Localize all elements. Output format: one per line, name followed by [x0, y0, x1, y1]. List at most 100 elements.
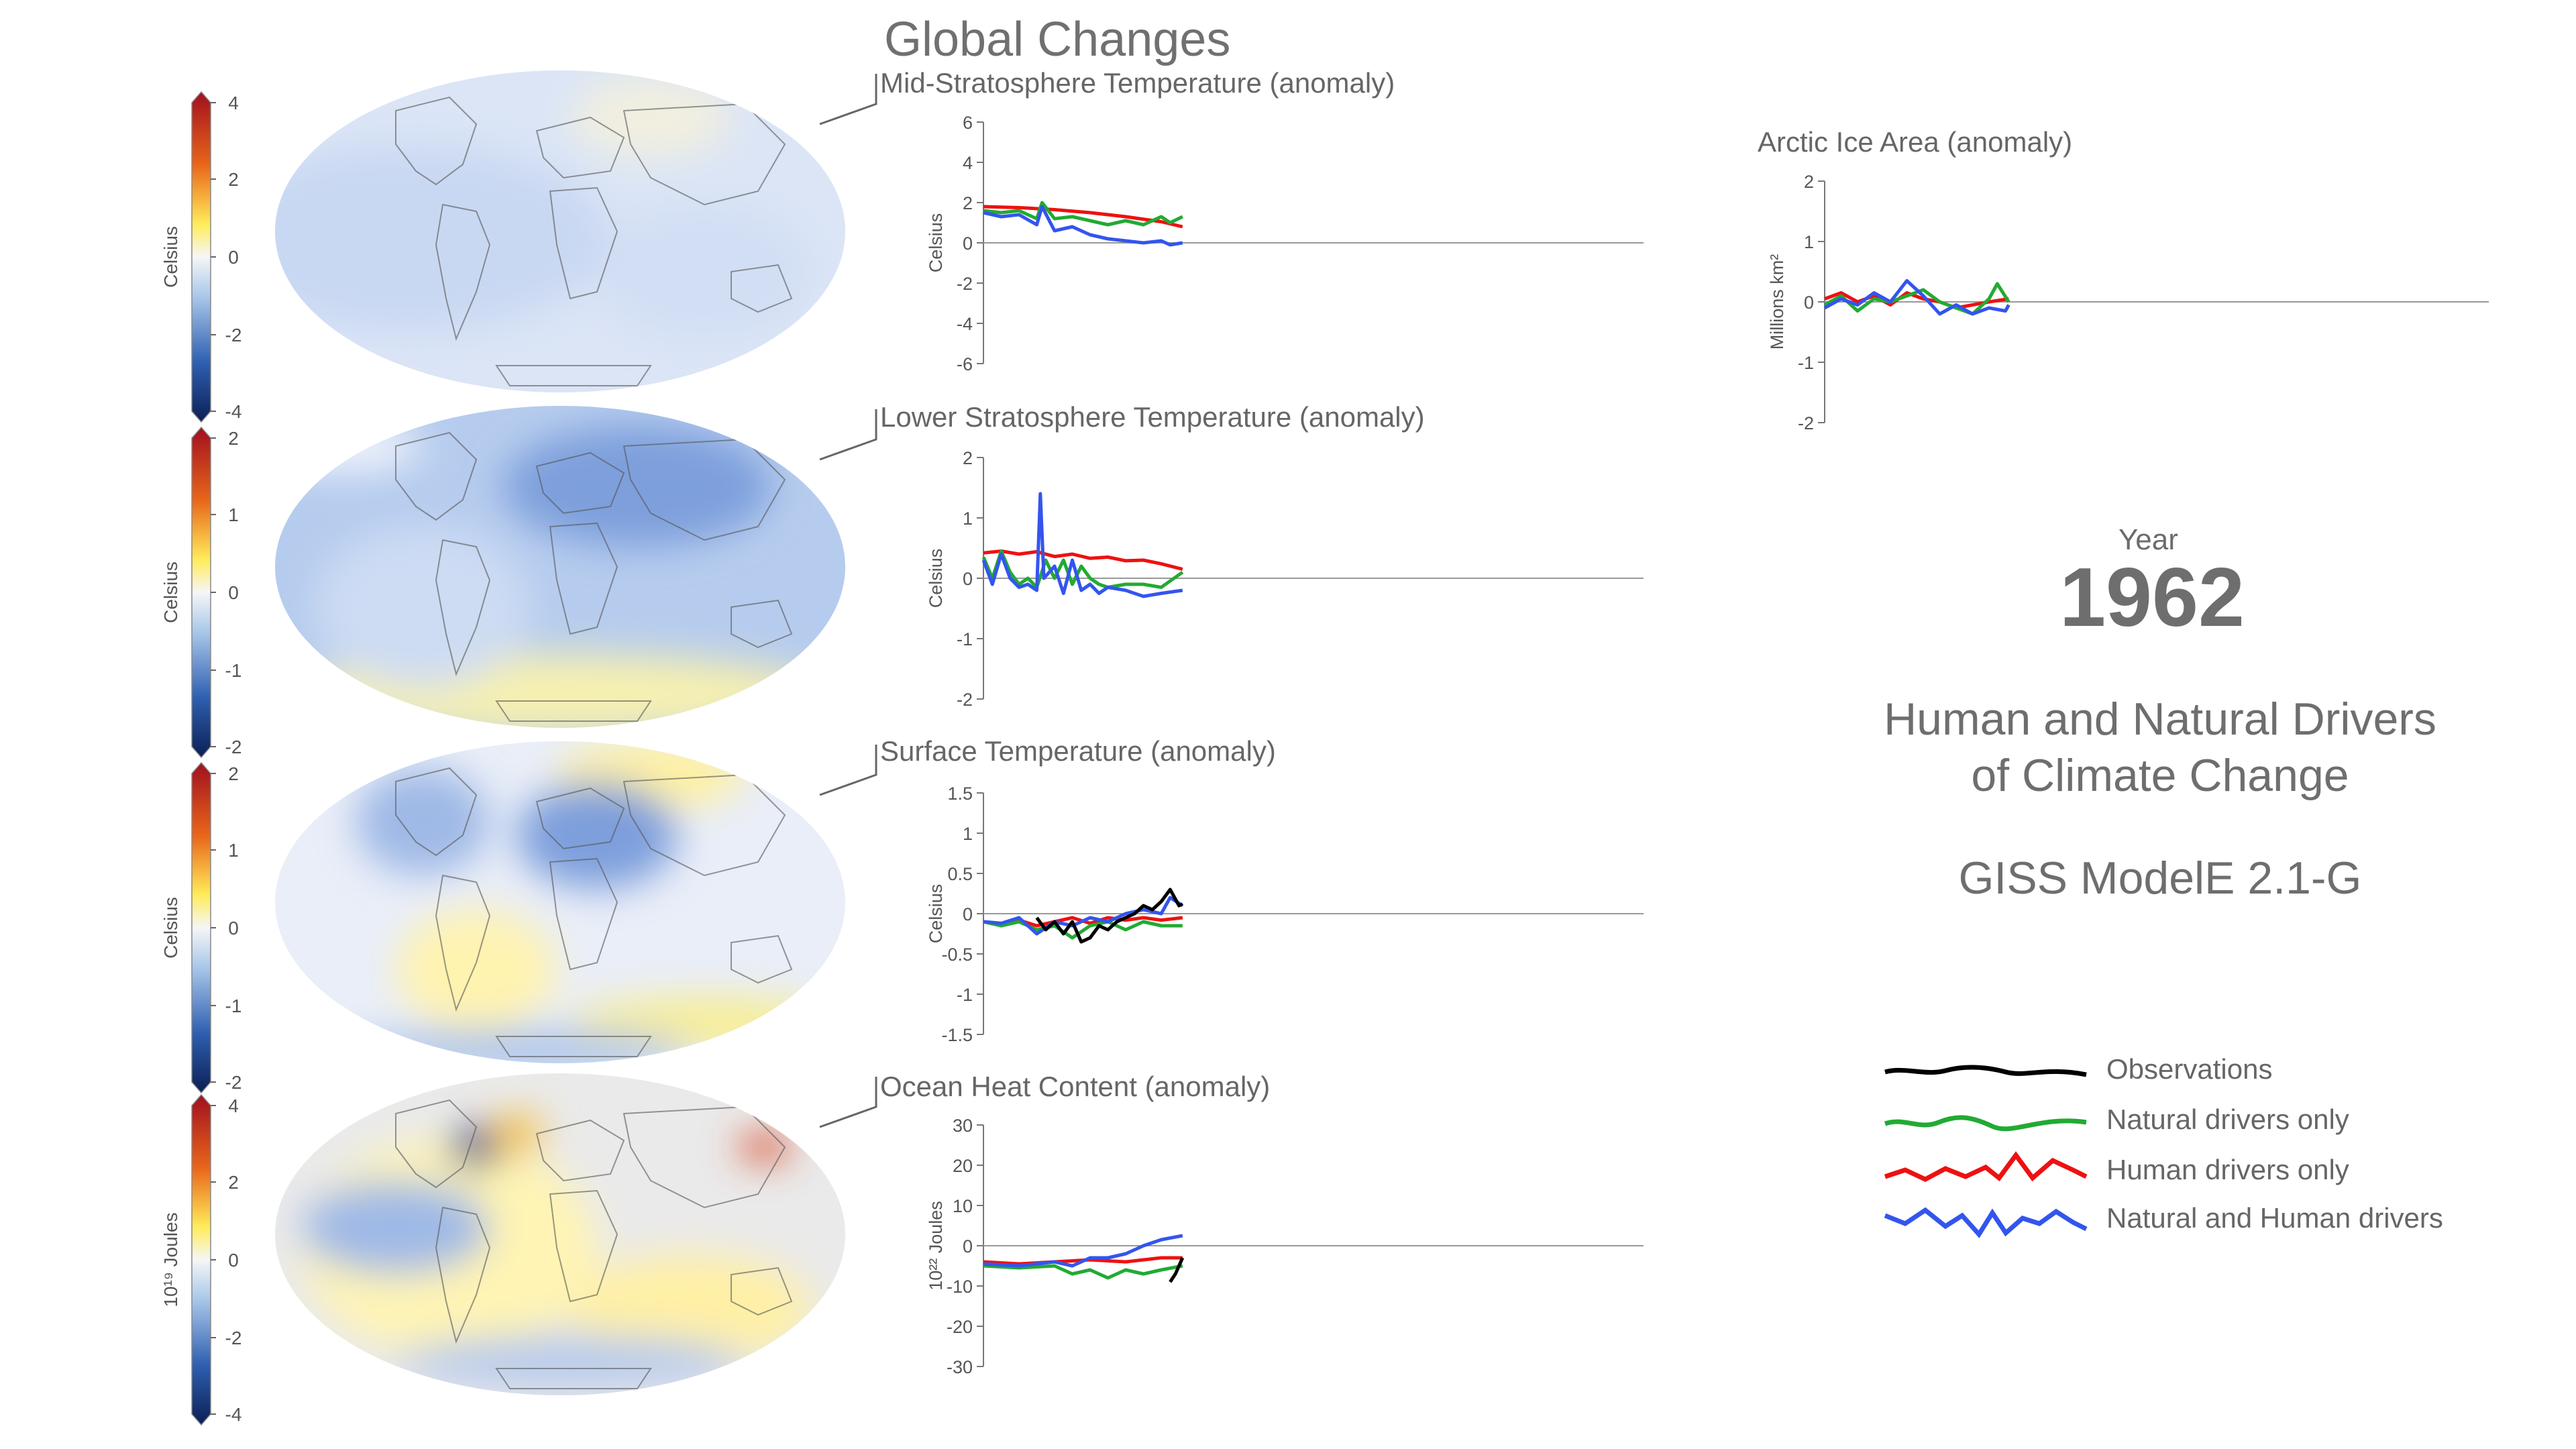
y-tick-label: -1: [957, 985, 973, 1005]
chart-surface-temperature: 1.5 1 0.5 0 -0.5 -1 -1.5 Celsius: [926, 784, 1644, 1045]
colorbar-tick-label: -4: [225, 401, 242, 422]
chart-title-surface: Surface Temperature (anomaly): [880, 735, 1276, 767]
y-tick-label: 0: [963, 569, 973, 589]
continent-outline: [535, 116, 625, 179]
colorbar-ocean-heat: 4 2 0 -2 -4 10¹⁹ Joules: [161, 1087, 288, 1436]
series-line-human: [983, 549, 1183, 571]
series-line-observations: [1035, 888, 1183, 944]
y-tick-label: -1: [957, 629, 973, 649]
legend-label: Natural and Human drivers: [2106, 1202, 2443, 1234]
model-name: GISS ModelE 2.1-G: [1958, 853, 2362, 904]
chart-ocean-heat-content: 30 20 10 0 -10 -20 -30 10²² Joules: [926, 1116, 1644, 1377]
chart-title-lower-strat: Lower Stratosphere Temperature (anomaly): [880, 401, 1425, 433]
y-tick-label: -20: [947, 1317, 973, 1337]
chart-title-ocean-heat: Ocean Heat Content (anomaly): [880, 1071, 1271, 1102]
y-tick-label: 0: [1804, 292, 1814, 313]
y-tick-label: -4: [957, 314, 973, 334]
legend-swatch-both: [1884, 1207, 2088, 1238]
y-tick-label: 0: [963, 904, 973, 924]
y-tick-label: 20: [953, 1156, 973, 1176]
colorbar-mid-strat: 4 2 0 -2 -4 Celsius: [161, 84, 288, 433]
map-anomaly-region: [449, 1127, 503, 1167]
y-tick-label: 1.5: [947, 784, 973, 804]
colorbar-tick-label: -4: [225, 1404, 242, 1425]
continent-outline: [395, 96, 478, 186]
continent-outline: [549, 186, 619, 300]
y-tick-label: 30: [953, 1116, 973, 1136]
continent-outline: [549, 857, 619, 971]
y-tick-label: -1: [1798, 353, 1814, 373]
colorbar-tick-label: 2: [228, 169, 239, 190]
map-anomaly-region: [396, 1335, 745, 1389]
y-tick-label: -30: [947, 1357, 973, 1377]
series-line-both: [983, 205, 1183, 247]
continent-outline: [495, 1368, 652, 1389]
colorbar-label: Celsius: [161, 561, 181, 623]
headline-line-2: of Climate Change: [1971, 750, 2349, 801]
map-anomaly-region: [503, 426, 771, 547]
colorbar-label: Celsius: [161, 226, 181, 288]
legend: Observations Natural drivers only Human …: [1878, 1046, 2549, 1275]
map-svg: [275, 1073, 845, 1395]
y-tick-label: -1.5: [941, 1025, 973, 1045]
y-tick-label: 4: [963, 153, 973, 173]
y-tick-label: 1: [963, 824, 973, 844]
map-anomaly-region: [570, 77, 731, 158]
continent-outline: [549, 1189, 619, 1303]
chart-title-mid-strat: Mid-Stratosphere Temperature (anomaly): [880, 67, 1395, 99]
colorbar-svg: 4 2 0 -2 -4 10¹⁹ Joules: [161, 1093, 242, 1426]
chart-arctic-ice-area: 2 1 0 -1 -2 Millions km²: [1767, 172, 2489, 433]
series-line-observations: [1169, 1256, 1185, 1283]
connector-lines: [819, 74, 877, 1128]
continent-outline: [731, 264, 793, 313]
headline: Human and Natural Drivers of Climate Cha…: [1811, 691, 2509, 804]
y-tick-label: -2: [957, 274, 973, 294]
series-line-natural: [983, 1264, 1183, 1280]
continent-outline: [731, 599, 793, 649]
legend-swatch-human: [1884, 1151, 2088, 1182]
legend-label: Human drivers only: [2106, 1154, 2349, 1185]
map-svg: [275, 406, 845, 728]
legend-label: Natural drivers only: [2106, 1104, 2349, 1135]
year-label: Year: [2118, 523, 2178, 556]
series-line-both: [981, 492, 1183, 598]
colorbar-tick-label: 0: [228, 1250, 239, 1271]
continent-outline: [535, 1119, 625, 1182]
colorbar-svg: 2 1 0 -1 -2 Celsius: [161, 761, 241, 1094]
continent-outline: [731, 1267, 793, 1316]
continent-outline: [435, 203, 491, 341]
colorbar-tick-label: -1: [225, 660, 242, 681]
series-line-both: [1823, 279, 2010, 316]
colorbar-lower-strat: 2 1 0 -1 -2 Celsius: [161, 419, 288, 768]
surface-temperature-map: [275, 741, 845, 1063]
continent-outline: [549, 522, 619, 635]
y-tick-label: 2: [963, 448, 973, 468]
continent-outline: [395, 431, 478, 521]
colorbar-tick-label: 0: [228, 582, 239, 603]
y-axis-label: Celsius: [926, 884, 946, 944]
colorbar-tick-label: 0: [228, 918, 239, 938]
map-anomaly-region: [570, 1254, 812, 1362]
map-anomaly-region: [396, 909, 557, 1030]
colorbar-label: 10¹⁹ Joules: [161, 1212, 181, 1307]
series-line-both: [983, 896, 1184, 936]
map-svg: [275, 70, 845, 392]
colorbar-gradient: [191, 761, 211, 1094]
y-tick-label: -2: [1798, 413, 1814, 433]
colorbar-tick-label: 4: [228, 93, 239, 113]
map-anomaly-region: [597, 205, 812, 339]
y-tick-label: 2: [963, 193, 973, 213]
continent-outline: [435, 539, 491, 677]
colorbar-gradient: [191, 1093, 211, 1426]
continent-outline: [535, 451, 625, 515]
colorbar-gradient: [191, 426, 211, 759]
continent-outline: [731, 934, 793, 984]
map-anomaly-region: [275, 144, 610, 332]
y-tick-label: -0.5: [941, 945, 973, 965]
colorbar-tick-label: -2: [225, 325, 242, 345]
chart-title-arctic-ice: Arctic Ice Area (anomaly): [1758, 126, 2073, 158]
colorbar-tick-label: 0: [228, 247, 239, 268]
map-anomaly-region: [356, 768, 490, 875]
continent-outline: [435, 1206, 491, 1344]
lower-stratosphere-map: [275, 406, 845, 728]
